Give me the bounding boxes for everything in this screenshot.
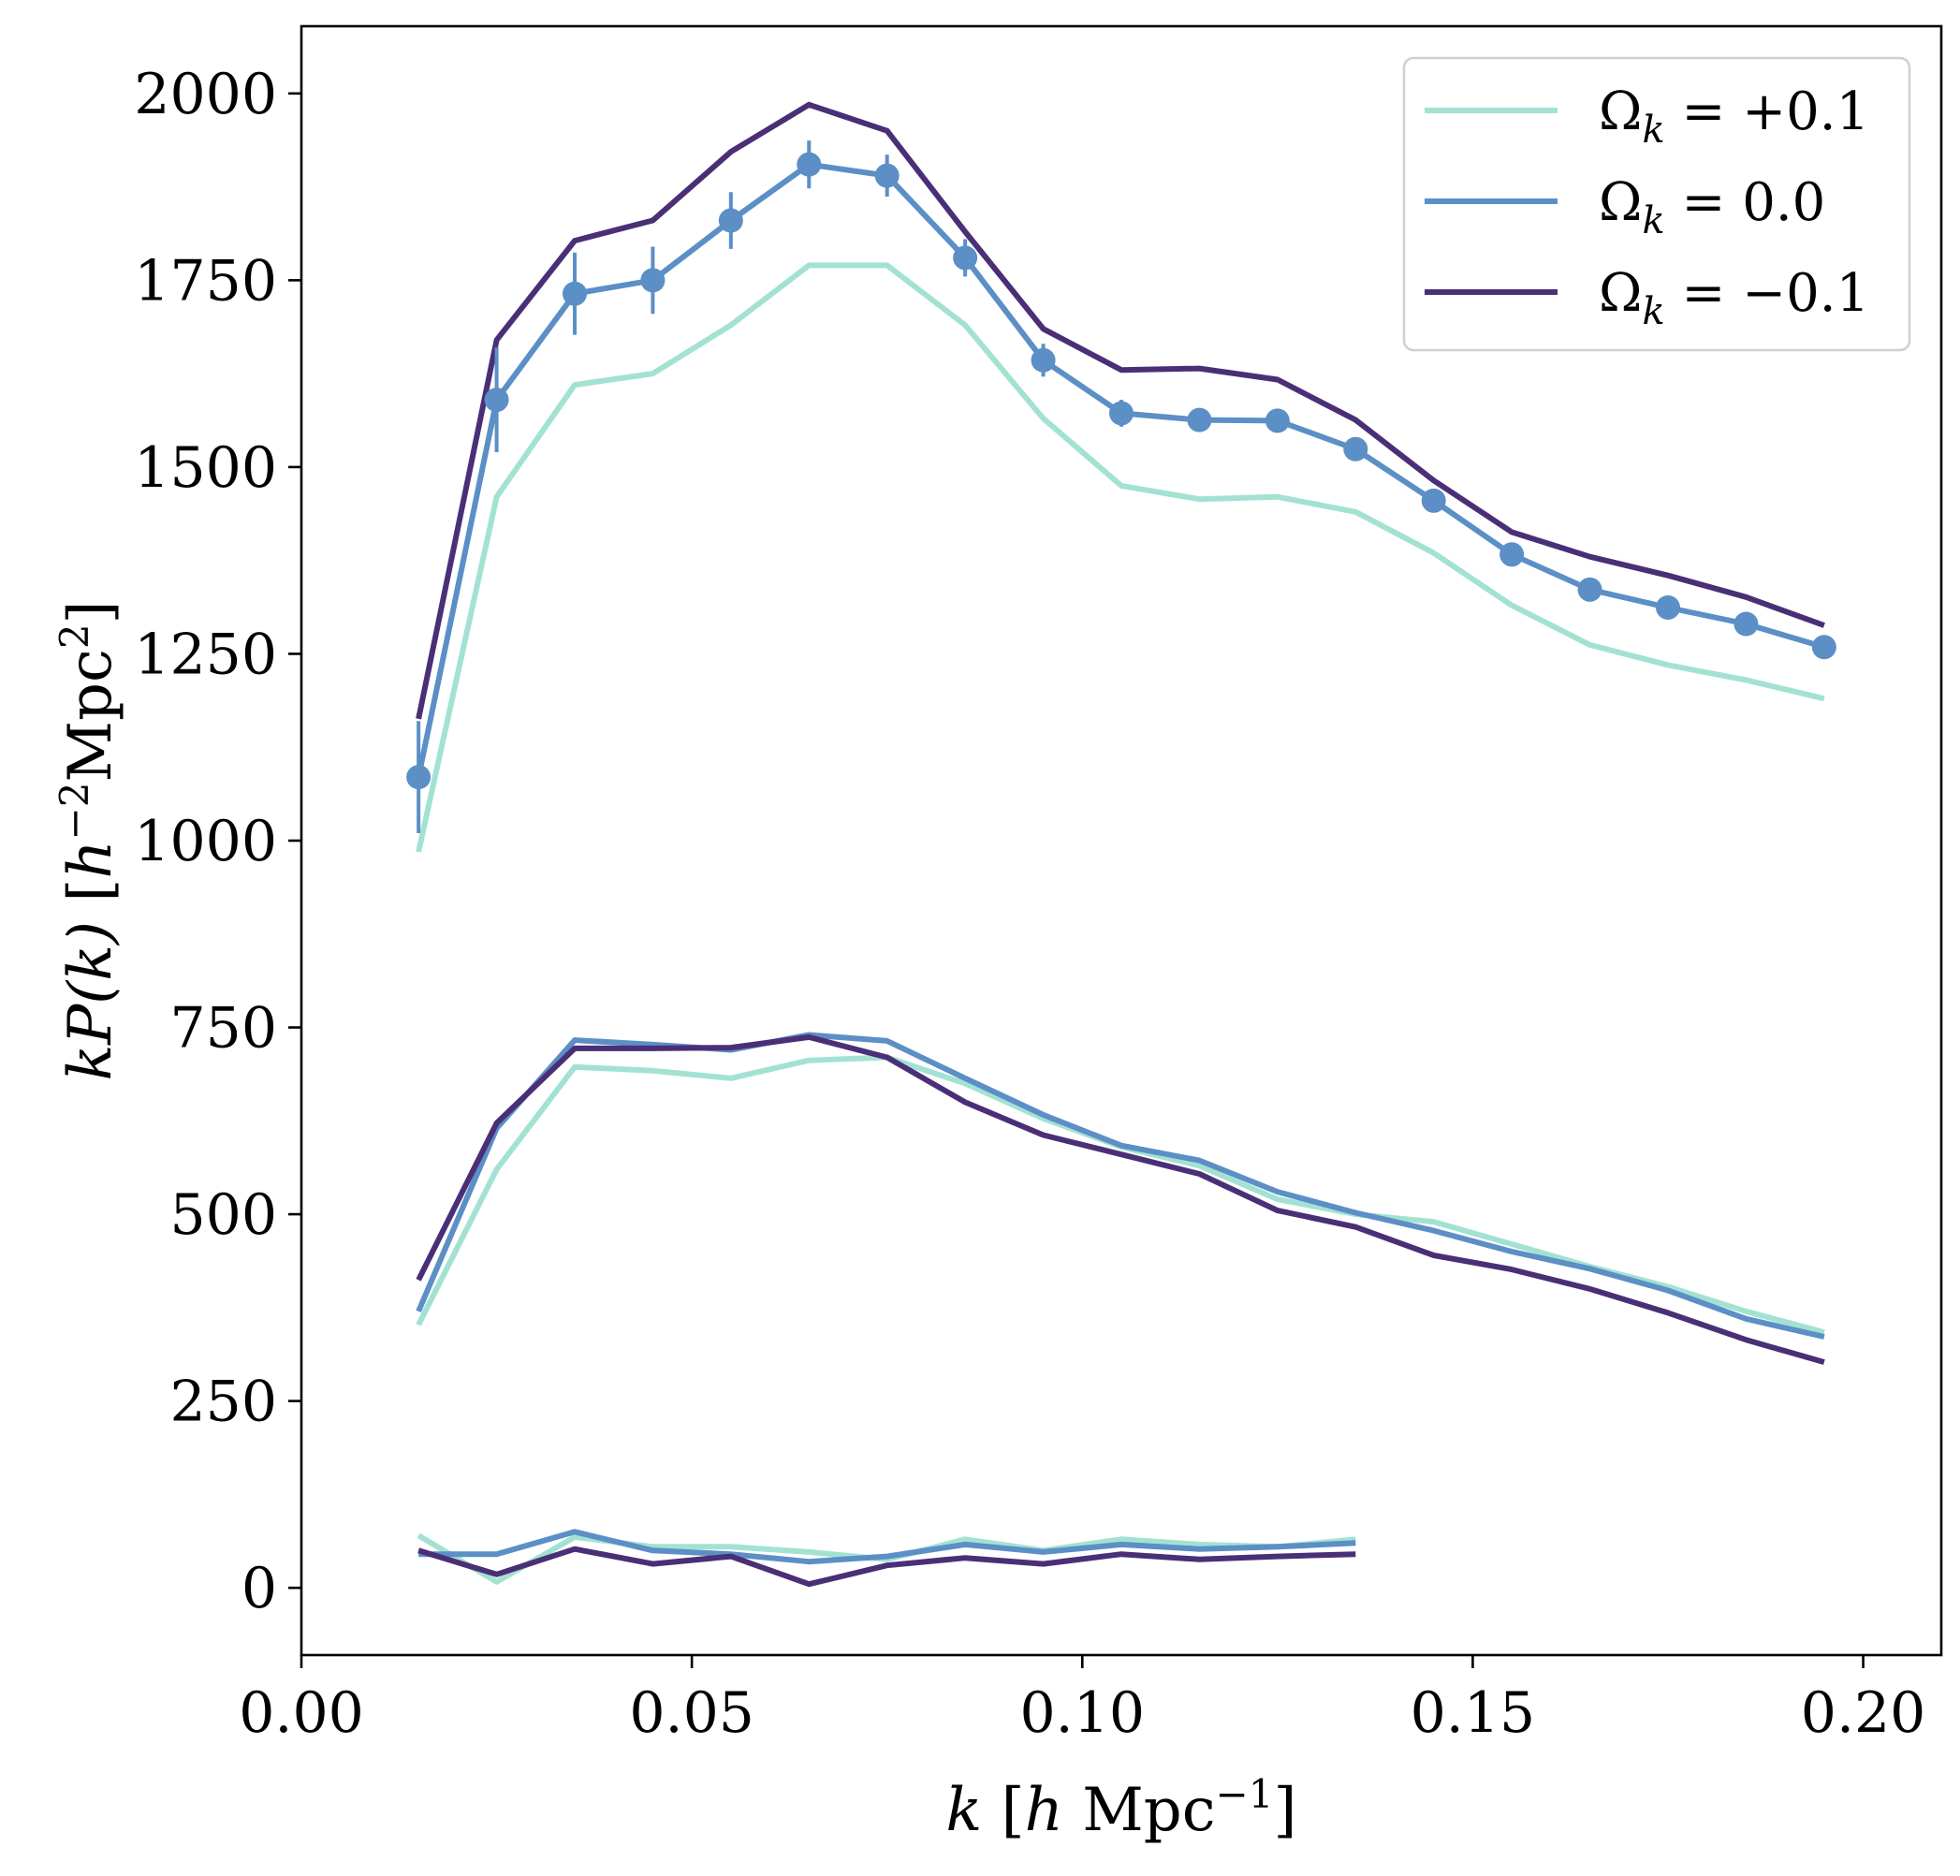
legend-entry-plus: Ωk = +0.1 bbox=[1425, 81, 1869, 152]
legend-label-zero: Ωk = 0.0 bbox=[1599, 172, 1825, 242]
x-tick-label-4: 0.20 bbox=[1801, 1680, 1926, 1746]
y-tick-label-3: 750 bbox=[169, 996, 277, 1062]
data-point-4 bbox=[718, 208, 743, 233]
data-point-2 bbox=[563, 281, 587, 306]
data-point-6 bbox=[874, 163, 900, 188]
data-point-3 bbox=[640, 268, 666, 293]
legend-entry-zero: Ωk = 0.0 bbox=[1425, 172, 1825, 242]
data-point-15 bbox=[1577, 577, 1602, 602]
series-line-monopole-plus bbox=[416, 262, 1825, 853]
data-point-1 bbox=[484, 388, 509, 413]
y-tick-label-8: 2000 bbox=[134, 62, 277, 127]
x-tick-label-1: 0.05 bbox=[629, 1680, 754, 1746]
axes-ticks: 0.00 0.05 0.10 0.15 0.20 0 250 500 750 1000 1250 15… bbox=[134, 62, 1925, 1746]
data-point-14 bbox=[1499, 542, 1525, 567]
series-line-hexadecapole-minus bbox=[417, 1546, 1356, 1588]
legend-box bbox=[1402, 56, 1911, 352]
y-tick-label-1: 250 bbox=[169, 1370, 277, 1435]
y-tick-label-6: 1500 bbox=[134, 435, 277, 501]
series-line-hexadecapole-zero bbox=[418, 1529, 1356, 1565]
series-line-quadrupole-zero bbox=[416, 1032, 1825, 1340]
series-line-quadrupole-minus bbox=[416, 1033, 1825, 1365]
x-tick-label-3: 0.15 bbox=[1411, 1680, 1536, 1746]
data-point-17 bbox=[1733, 611, 1759, 637]
data-point-9 bbox=[1109, 401, 1134, 426]
x-tick-label-2: 0.10 bbox=[1019, 1680, 1145, 1746]
data-point-13 bbox=[1421, 488, 1446, 513]
y-tick-label-2: 500 bbox=[169, 1182, 277, 1248]
legend-label-minus: Ωk = −0.1 bbox=[1599, 263, 1869, 333]
y-axis-label: kP(k) [h−2Mpc2] bbox=[51, 600, 125, 1080]
y-tick-label-0: 0 bbox=[241, 1556, 277, 1621]
series-line-monopole-minus bbox=[416, 101, 1825, 720]
data-point-18 bbox=[1811, 635, 1836, 660]
data-point-0 bbox=[406, 765, 431, 790]
y-tick-label-7: 1750 bbox=[134, 248, 277, 314]
data-point-5 bbox=[797, 152, 822, 177]
data-point-12 bbox=[1343, 436, 1368, 462]
x-tick-label-0: 0.00 bbox=[239, 1680, 364, 1746]
legend: Ωk = +0.1 Ωk = 0.0 Ωk = −0.1 bbox=[1402, 56, 1911, 352]
data-points-layer bbox=[406, 140, 1836, 834]
y-tick-label-4: 1000 bbox=[134, 809, 277, 874]
series-line-hexadecapole-plus bbox=[417, 1532, 1356, 1585]
legend-label-plus: Ωk = +0.1 bbox=[1599, 81, 1869, 152]
data-point-7 bbox=[953, 245, 978, 271]
y-tick-label-5: 1250 bbox=[134, 622, 277, 687]
legend-entry-minus: Ωk = −0.1 bbox=[1425, 263, 1869, 333]
data-point-8 bbox=[1031, 347, 1056, 373]
data-point-10 bbox=[1187, 407, 1212, 432]
data-point-11 bbox=[1265, 408, 1290, 433]
data-point-16 bbox=[1656, 594, 1680, 620]
x-axis-label: k [h Mpc−1] bbox=[946, 1771, 1297, 1845]
